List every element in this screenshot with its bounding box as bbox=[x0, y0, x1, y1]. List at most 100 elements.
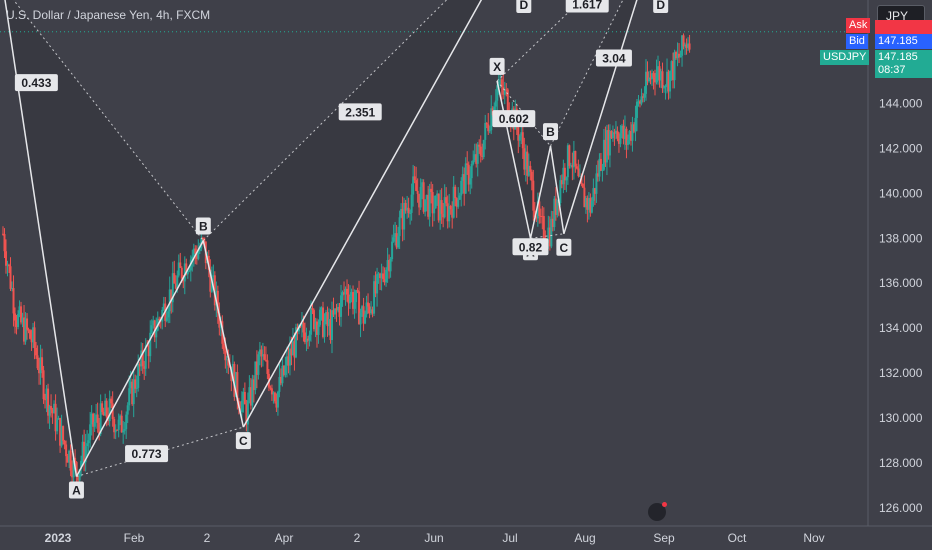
candle-body bbox=[198, 248, 201, 251]
candle-body bbox=[341, 292, 344, 296]
candle-body bbox=[308, 334, 311, 341]
pattern-large-ratio-label: 2.351 bbox=[338, 103, 382, 121]
candle-body bbox=[641, 96, 644, 98]
candle-body bbox=[255, 361, 258, 375]
candle-body bbox=[533, 210, 536, 218]
candle-body bbox=[530, 171, 533, 181]
candle-body bbox=[607, 130, 610, 156]
candle-body bbox=[86, 443, 89, 447]
candle-body bbox=[2, 233, 4, 235]
candle-body bbox=[407, 207, 410, 213]
candle-body bbox=[398, 217, 401, 237]
candle-body bbox=[84, 446, 87, 463]
candle-body bbox=[463, 174, 466, 194]
pattern-large-point-A: A bbox=[68, 481, 84, 499]
candle-body bbox=[646, 71, 649, 82]
price-tick-label: 136.000 bbox=[879, 276, 923, 290]
candle-body bbox=[144, 345, 147, 369]
candle-body bbox=[62, 426, 65, 441]
candle-body bbox=[434, 195, 437, 209]
candle-body bbox=[353, 302, 356, 309]
candle-body bbox=[192, 248, 195, 257]
candle-body bbox=[60, 426, 63, 446]
candle-body bbox=[356, 290, 359, 292]
candle-body bbox=[551, 218, 554, 228]
candle-body bbox=[430, 188, 433, 193]
candle-body bbox=[269, 387, 272, 389]
ask-price-tag bbox=[875, 20, 932, 34]
candle-body bbox=[23, 317, 26, 342]
candle-body bbox=[631, 124, 634, 141]
candle-body bbox=[50, 406, 53, 410]
candle-body bbox=[517, 127, 520, 141]
candle-body bbox=[41, 357, 44, 371]
candle-body bbox=[54, 403, 57, 432]
candle-body bbox=[542, 216, 545, 240]
candle-body bbox=[457, 199, 460, 207]
candle-body bbox=[75, 462, 78, 477]
pattern-large-diagonal bbox=[202, 0, 448, 241]
candle-body bbox=[337, 306, 340, 311]
tradingview-logo-icon[interactable] bbox=[648, 502, 667, 521]
candle-body bbox=[5, 251, 8, 266]
candle-body bbox=[14, 313, 17, 321]
candle-body bbox=[261, 354, 264, 357]
time-tick-label: Feb bbox=[124, 531, 145, 545]
candle-body bbox=[433, 208, 436, 214]
candle-body bbox=[379, 273, 382, 279]
candle-body bbox=[577, 168, 580, 177]
candle-body bbox=[524, 151, 527, 170]
candle-body bbox=[233, 364, 236, 397]
candle-body bbox=[377, 273, 380, 275]
candle-body bbox=[81, 441, 84, 461]
candle-body bbox=[548, 227, 551, 247]
candle-body bbox=[170, 289, 173, 303]
candle-body bbox=[365, 302, 368, 315]
candle-body bbox=[177, 262, 180, 276]
candle-body bbox=[105, 400, 108, 418]
candle-body bbox=[224, 350, 227, 361]
price-tick-label: 132.000 bbox=[879, 366, 923, 380]
candle-body bbox=[71, 470, 74, 478]
candle-body bbox=[240, 400, 243, 413]
candle-body bbox=[287, 356, 290, 366]
candle-body bbox=[467, 164, 470, 185]
candle-body bbox=[640, 96, 643, 104]
candle-body bbox=[165, 317, 168, 321]
candle-body bbox=[6, 264, 9, 266]
candle-body bbox=[273, 392, 276, 402]
candle-body bbox=[90, 413, 93, 425]
candle-body bbox=[412, 176, 415, 195]
candle-body bbox=[122, 430, 125, 433]
candle-body bbox=[18, 306, 21, 315]
svg-text:C: C bbox=[239, 434, 248, 448]
candle-body bbox=[666, 71, 669, 86]
candle-body bbox=[470, 163, 473, 179]
candle-body bbox=[30, 338, 33, 343]
candle-body bbox=[216, 290, 219, 314]
candle-body bbox=[180, 267, 183, 279]
time-tick-label: Jun bbox=[424, 531, 443, 545]
candle-body bbox=[601, 169, 604, 171]
candle-body bbox=[315, 321, 318, 335]
candle-body bbox=[36, 355, 39, 369]
candle-body bbox=[502, 86, 505, 95]
candle-body bbox=[380, 273, 383, 279]
time-tick-label: Oct bbox=[728, 531, 747, 545]
candle-body bbox=[613, 132, 616, 134]
candle-body bbox=[418, 193, 421, 208]
candle-body bbox=[595, 173, 598, 194]
candle-body bbox=[281, 365, 284, 384]
candle-body bbox=[611, 132, 614, 139]
time-tick-label: Sep bbox=[653, 531, 675, 545]
candle-body bbox=[355, 290, 358, 303]
candle-body bbox=[500, 79, 503, 87]
pattern-large-leg bbox=[202, 240, 245, 428]
candle-body bbox=[568, 145, 571, 166]
candle-body bbox=[305, 338, 308, 343]
candle-body bbox=[302, 322, 305, 333]
price-tick-label: 138.000 bbox=[879, 231, 923, 245]
candle-body bbox=[684, 44, 687, 47]
